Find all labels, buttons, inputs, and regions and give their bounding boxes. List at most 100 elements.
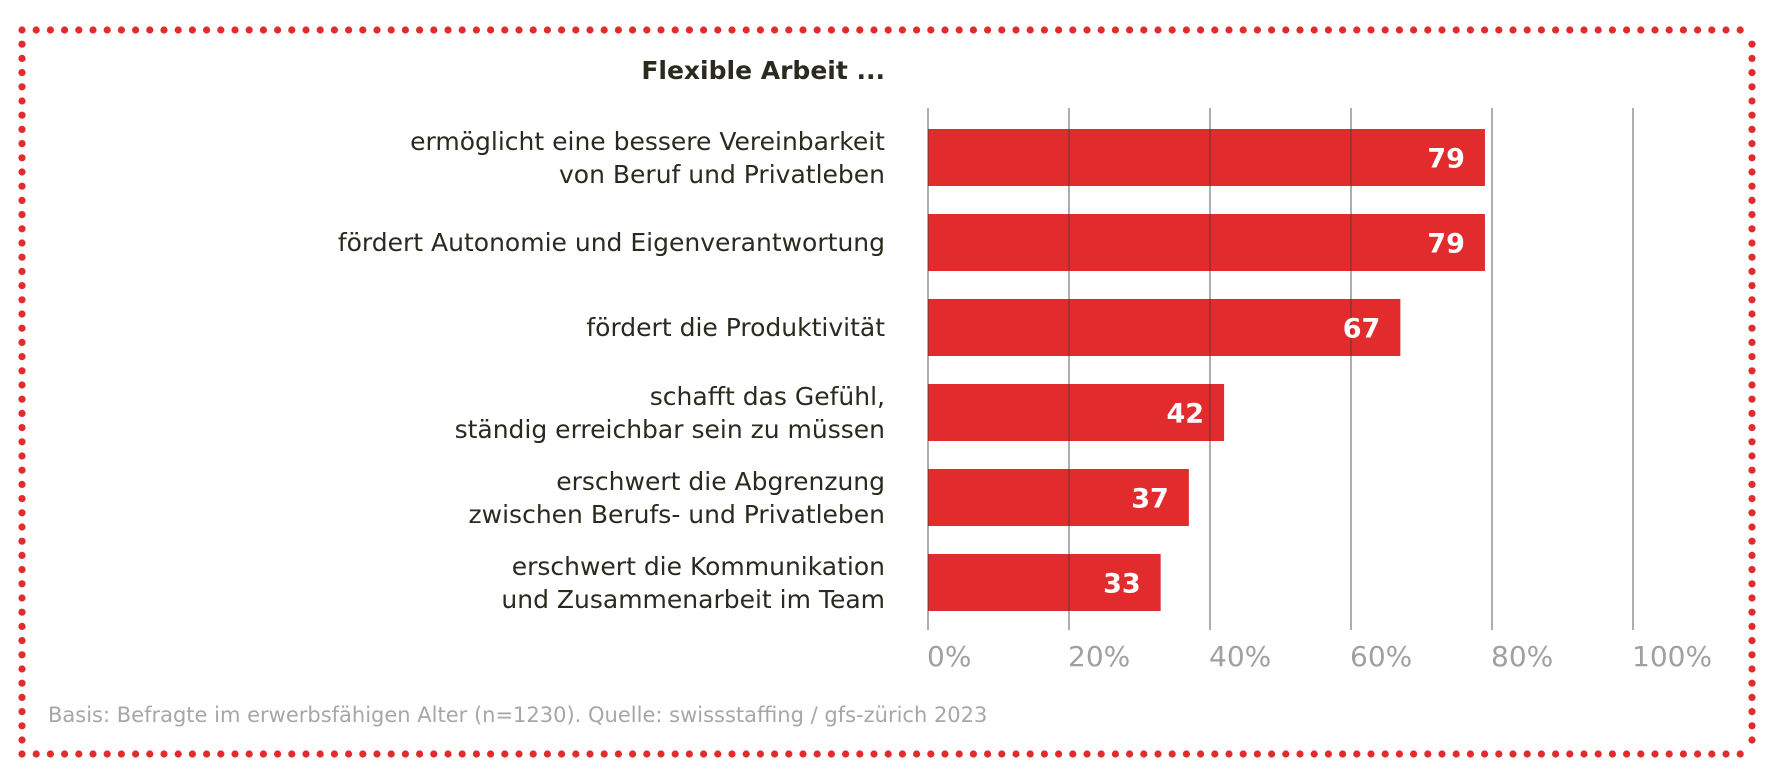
footnote: Basis: Befragte im erwerbsfähigen Alter … <box>48 703 988 727</box>
border-dot <box>1055 750 1063 758</box>
border-dot <box>714 26 722 34</box>
border-dot <box>728 750 736 758</box>
border-dot <box>132 26 140 34</box>
border-dot <box>969 26 978 34</box>
border-dot <box>1566 750 1574 758</box>
category-label: ermöglicht eine bessere Vereinbarkeit vo… <box>410 126 885 189</box>
border-dot <box>302 26 310 34</box>
border-dot <box>1324 26 1332 34</box>
border-dot <box>1665 26 1673 34</box>
border-dot <box>756 750 765 758</box>
border-dot <box>18 381 26 389</box>
border-dot <box>1594 26 1602 34</box>
border-dot <box>515 750 523 758</box>
border-dot <box>586 26 594 34</box>
border-dot <box>1353 750 1361 758</box>
border-dot <box>1736 750 1744 758</box>
border-dot <box>18 353 26 361</box>
border-dot <box>18 211 26 219</box>
border-dot <box>231 750 239 758</box>
border-dot <box>1438 26 1446 34</box>
category-label: fördert Autonomie und Eigenverantwortung <box>337 228 885 257</box>
border-dot <box>288 26 296 34</box>
border-dot <box>742 750 750 758</box>
border-dot <box>32 26 40 34</box>
bar <box>928 214 1485 271</box>
border-dot <box>1410 750 1418 758</box>
border-dot <box>1523 26 1531 34</box>
border-dot <box>1353 26 1361 34</box>
border-dot <box>18 523 26 531</box>
border-dot <box>345 750 353 758</box>
border-dot <box>46 750 55 758</box>
border-dot <box>1748 211 1756 219</box>
border-dot <box>174 26 182 34</box>
border-dot <box>316 26 324 34</box>
border-dot <box>1282 26 1290 34</box>
border-dot <box>1466 750 1474 758</box>
border-dot <box>18 637 26 645</box>
border-dot <box>18 40 26 48</box>
border-dot <box>401 750 409 758</box>
border-dot <box>18 665 26 673</box>
border-dot <box>18 679 26 687</box>
border-dot <box>103 26 111 34</box>
border-dot <box>1748 395 1756 403</box>
data-label: 33 <box>1103 569 1141 600</box>
border-dot <box>842 26 850 34</box>
border-dot <box>998 26 1006 34</box>
x-tick-label: 40% <box>1209 640 1272 673</box>
border-dot <box>1282 750 1290 758</box>
border-dot <box>643 26 651 34</box>
border-dot <box>614 750 623 758</box>
border-dot <box>1111 750 1119 758</box>
border-dot <box>430 750 438 758</box>
border-dot <box>1552 26 1560 34</box>
border-dot <box>231 26 239 34</box>
border-dot <box>1481 750 1489 758</box>
border-dot <box>714 750 722 758</box>
border-dot <box>558 26 566 34</box>
border-dot <box>18 338 26 346</box>
border-dot <box>898 750 907 758</box>
border-dot <box>1748 97 1756 105</box>
border-dot <box>1239 26 1247 34</box>
border-dot <box>898 26 907 34</box>
border-dot <box>1225 26 1233 34</box>
border-dot <box>359 26 367 34</box>
border-dot <box>1748 580 1756 588</box>
border-dot <box>330 26 338 34</box>
x-tick-label: 100% <box>1632 640 1713 673</box>
border-dot <box>103 750 111 758</box>
border-dot <box>1012 26 1020 34</box>
border-dot <box>1537 750 1545 758</box>
border-dot <box>1580 26 1588 34</box>
border-dot <box>813 26 821 34</box>
border-dot <box>1748 722 1756 730</box>
border-dot <box>941 750 949 758</box>
border-dot <box>1126 750 1134 758</box>
border-dot <box>18 722 26 730</box>
border-dot <box>1748 594 1756 602</box>
border-dot <box>998 750 1006 758</box>
border-dot <box>1040 26 1048 34</box>
border-dot <box>870 26 878 34</box>
border-dot <box>18 409 26 417</box>
border-dot <box>1748 637 1756 645</box>
border-dot <box>75 26 83 34</box>
border-dot <box>1083 26 1091 34</box>
border-dot <box>1748 267 1756 275</box>
border-dot <box>1424 750 1432 758</box>
border-dot <box>1748 452 1756 460</box>
border-dot <box>1310 750 1318 758</box>
border-dot <box>1748 282 1756 290</box>
border-dot <box>1580 750 1588 758</box>
border-dot <box>46 26 55 34</box>
border-dot <box>1748 651 1756 659</box>
border-dot <box>1679 750 1687 758</box>
border-dot <box>18 154 26 162</box>
border-dot <box>1748 551 1756 560</box>
border-dot <box>1748 537 1756 545</box>
border-dot <box>1748 736 1756 744</box>
border-dot <box>1679 26 1687 34</box>
